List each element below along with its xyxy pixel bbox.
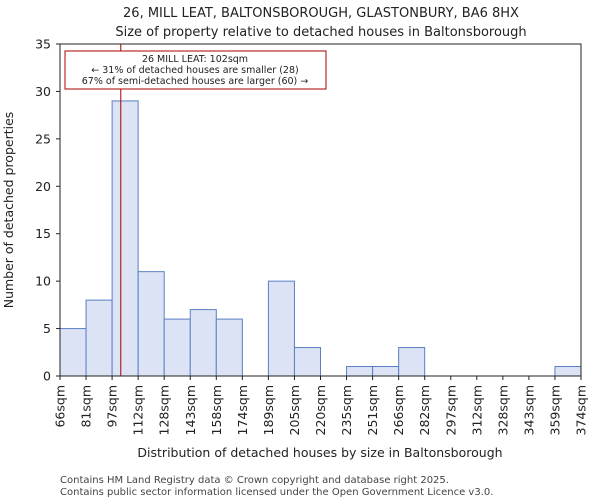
bar-112sqm [137, 271, 165, 377]
x-tick-label-143sqm: 143sqm [183, 385, 198, 435]
y-tick-label-15: 15 [35, 226, 51, 241]
bar-359sqm [554, 366, 582, 377]
x-axis-label: Distribution of detached houses by size … [137, 445, 502, 460]
x-tick-label-189sqm: 189sqm [261, 385, 276, 435]
bar-81sqm [85, 299, 113, 377]
y-tick-label-30: 30 [35, 84, 51, 99]
chart-title-line1: 26, MILL LEAT, BALTONSBOROUGH, GLASTONBU… [123, 6, 519, 21]
y-tick-label-5: 5 [43, 321, 51, 336]
footer-line2: Contains public sector information licen… [60, 487, 493, 498]
annotation: 26 MILL LEAT: 102sqm ← 31% of detached h… [64, 50, 327, 90]
bar-189sqm [267, 280, 295, 377]
x-tick-label-174sqm: 174sqm [235, 385, 250, 435]
y-tick-label-0: 0 [43, 369, 51, 384]
y-tick-label-25: 25 [35, 131, 51, 146]
bar-128sqm [163, 318, 191, 377]
x-tick-label-112sqm: 112sqm [131, 385, 146, 435]
x-ticks: 66sqm 81sqm 97sqm 112sqm 128sqm 143sqm 158sqm 1… [53, 376, 589, 435]
footer-line1: Contains HM Land Registry data © Crown c… [60, 475, 449, 486]
bars-layer [59, 100, 582, 377]
chart-title-line2: Size of property relative to detached ho… [115, 25, 526, 40]
bar-251sqm [372, 366, 400, 377]
x-tick-label-359sqm: 359sqm [547, 385, 562, 435]
x-tick-label-297sqm: 297sqm [443, 385, 458, 435]
x-tick-label-328sqm: 328sqm [495, 385, 510, 435]
x-tick-label-97sqm: 97sqm [105, 385, 120, 428]
annotation-line2: ← 31% of detached houses are smaller (28… [91, 65, 298, 76]
x-tick-label-282sqm: 282sqm [417, 385, 432, 435]
x-tick-label-235sqm: 235sqm [339, 385, 354, 435]
annotation-box [64, 50, 327, 90]
y-ticks: 0 5 10 15 20 25 30 35 [35, 37, 60, 384]
y-tick-label-10: 10 [35, 274, 51, 289]
annotation-line3: 67% of semi-detached houses are larger (… [82, 76, 309, 87]
x-tick-label-266sqm: 266sqm [391, 385, 406, 435]
x-tick-label-66sqm: 66sqm [53, 385, 68, 428]
y-axis-label: Number of detached properties [1, 112, 16, 309]
x-tick-label-374sqm: 374sqm [574, 385, 589, 435]
x-tick-label-220sqm: 220sqm [313, 385, 328, 435]
x-tick-label-251sqm: 251sqm [365, 385, 380, 435]
x-tick-label-128sqm: 128sqm [157, 385, 172, 435]
bar-158sqm [215, 318, 243, 377]
bar-66sqm [59, 328, 87, 377]
x-tick-label-343sqm: 343sqm [521, 385, 536, 435]
x-tick-label-81sqm: 81sqm [79, 385, 94, 428]
bar-205sqm [293, 347, 322, 377]
bar-143sqm [189, 309, 217, 377]
annotation-line1: 26 MILL LEAT: 102sqm [142, 54, 248, 65]
bar-266sqm [398, 347, 426, 377]
x-tick-label-158sqm: 158sqm [209, 385, 224, 435]
y-tick-label-20: 20 [35, 179, 51, 194]
bar-235sqm [346, 366, 374, 377]
y-tick-label-35: 35 [35, 37, 51, 52]
x-tick-label-312sqm: 312sqm [469, 385, 484, 435]
x-tick-label-205sqm: 205sqm [287, 385, 302, 435]
bar-97sqm [111, 100, 139, 377]
